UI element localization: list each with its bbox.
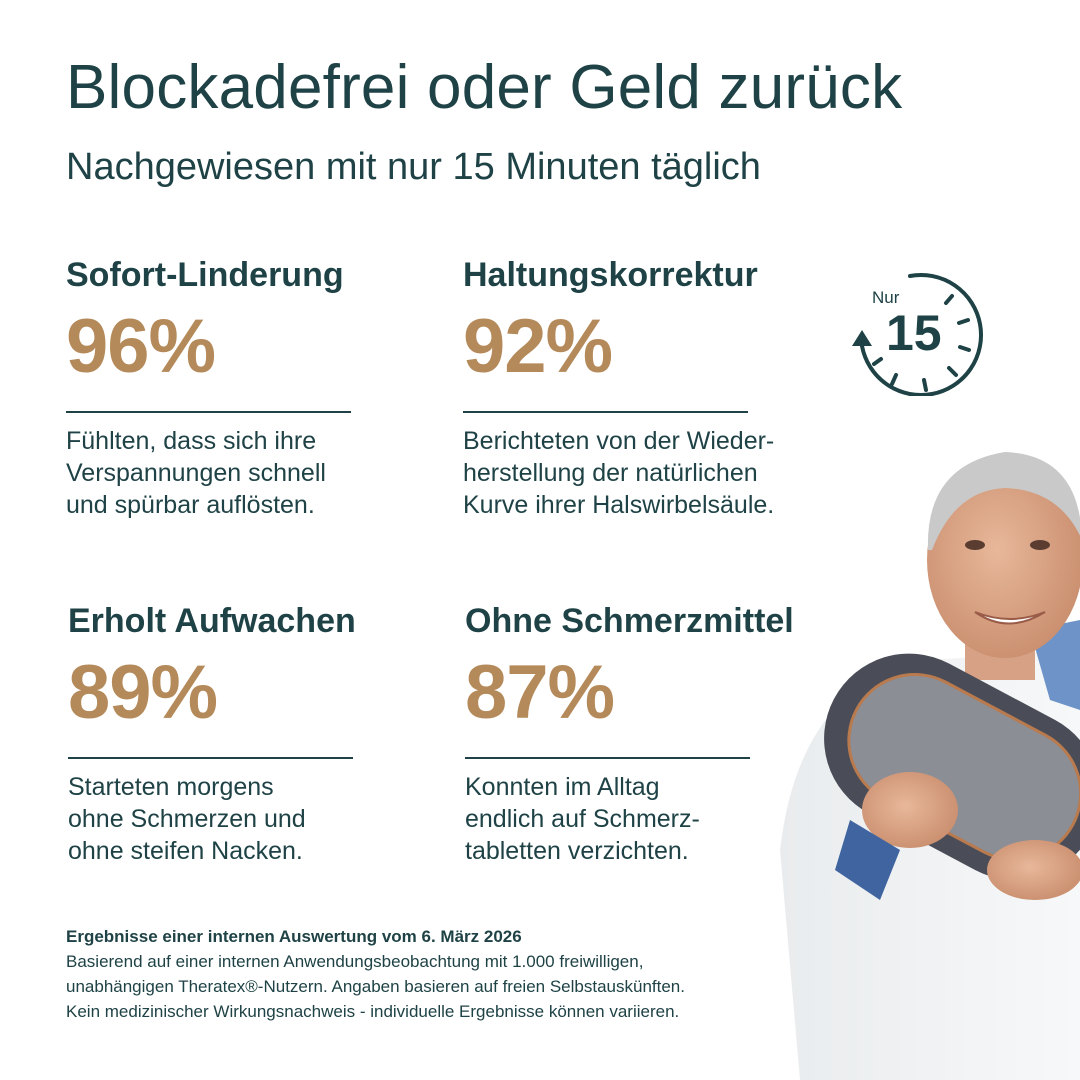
stat-description: Konnten im Alltag endlich auf Schmerz- t… [465,773,700,865]
footnote-line: Kein medizinischer Wirkungsnachweis - in… [66,1002,680,1021]
stat-card-ohne-schmerzmittel: Ohne Schmerzmittel 87% Konnten im Alltag… [465,602,845,867]
timer-icon: Nur 15 [852,273,983,396]
stat-description: Berichteten von der Wieder- herstellung … [463,427,775,519]
footnote: Ergebnisse einer internen Auswertung vom… [66,924,826,1024]
stat-card-erholt-aufwachen: Erholt Aufwachen 89% Starteten morgens o… [68,602,448,867]
stat-description: Fühlten, dass sich ihre Verspannungen sc… [66,427,326,519]
stat-title: Haltungskorrektur [463,256,758,294]
timer-number: 15 [886,305,942,361]
stat-card-sofort-linderung: Sofort-Linderung 96% Fühlten, dass sich … [66,256,446,521]
page-subtitle: Nachgewiesen mit nur 15 Minuten täglich [66,146,761,188]
divider [68,757,353,759]
stat-card-haltungskorrektur: Haltungskorrektur 92% Berichteten von de… [463,256,843,521]
stat-percent: 89% [68,650,218,735]
footnote-title: Ergebnisse einer internen Auswertung vom… [66,927,522,946]
page-title: Blockadefrei oder Geld zurück [66,53,903,122]
footnote-line: unabhängigen Theratex®-Nutzern. Angaben … [66,977,685,996]
stat-description: Starteten morgens ohne Schmerzen und ohn… [68,773,306,865]
stat-title: Ohne Schmerzmittel [465,602,794,640]
stat-percent: 92% [463,304,613,389]
timer-label: Nur [872,288,900,307]
stat-title: Sofort-Linderung [66,256,344,294]
stat-title: Erholt Aufwachen [68,602,356,640]
divider [66,411,351,413]
footnote-line: Basierend auf einer internen Anwendungsb… [66,952,644,971]
stat-percent: 96% [66,304,216,389]
doctor-with-pillow-photo [780,452,1080,1080]
divider [463,411,748,413]
divider [465,757,750,759]
stat-percent: 87% [465,650,615,735]
